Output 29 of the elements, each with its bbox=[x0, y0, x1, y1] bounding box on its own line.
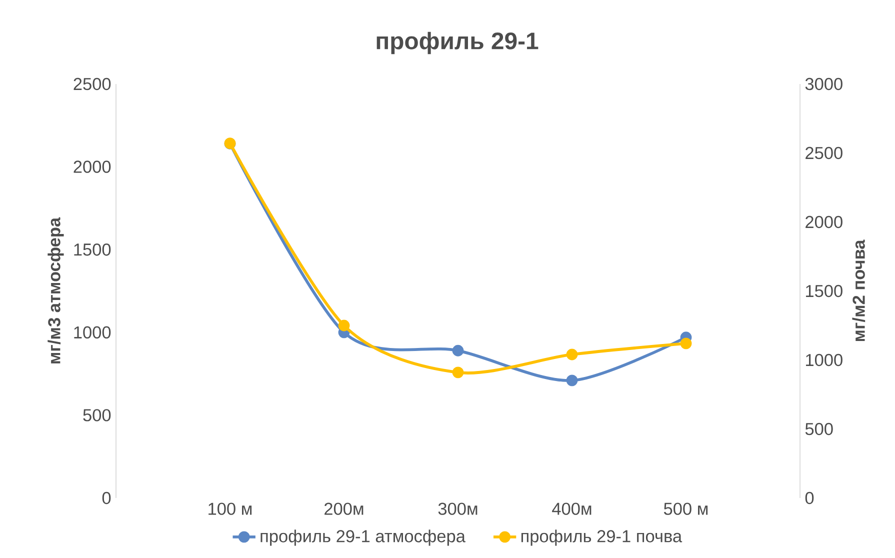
y-axis-title: мг/м3 атмосфера bbox=[48, 217, 64, 364]
legend-label: профиль 29-1 почва bbox=[521, 530, 682, 546]
y-tick-label: 500 bbox=[83, 409, 111, 422]
y2-tick-label: 1000 bbox=[806, 354, 842, 366]
y2-tick-label: 1500 bbox=[806, 284, 842, 298]
point bbox=[680, 338, 692, 350]
y2-tick-label: 2000 bbox=[806, 216, 842, 228]
y2-axis-title: мг/м2 почва bbox=[852, 240, 866, 342]
x-tick-label: 500 м bbox=[664, 502, 708, 515]
x-tick-label: 100 м bbox=[208, 502, 252, 515]
y-tick-label: 1500 bbox=[74, 243, 111, 256]
y2-tick-label: 3000 bbox=[805, 78, 842, 90]
legend-label: профиль 29-1 атмосфера bbox=[260, 530, 466, 546]
x-tick-label: 200м bbox=[324, 502, 364, 515]
point bbox=[566, 374, 578, 386]
y-tick-label: 2000 bbox=[74, 160, 111, 173]
y2-tick-label: 0 bbox=[805, 492, 814, 504]
y2-tick-label: 500 bbox=[805, 422, 833, 436]
x-tick-label: 400м bbox=[552, 502, 592, 515]
point bbox=[452, 344, 464, 356]
y-tick-label: 1000 bbox=[74, 326, 111, 339]
x-tick-label: 300м bbox=[438, 502, 478, 515]
y-tick-label: 2500 bbox=[74, 78, 111, 90]
point bbox=[338, 320, 350, 332]
point bbox=[566, 348, 578, 360]
chart-title: профиль 29-1 bbox=[376, 32, 538, 54]
point bbox=[452, 366, 464, 378]
y2-tick-label: 2500 bbox=[806, 146, 842, 160]
y-tick-label: 0 bbox=[102, 492, 111, 504]
